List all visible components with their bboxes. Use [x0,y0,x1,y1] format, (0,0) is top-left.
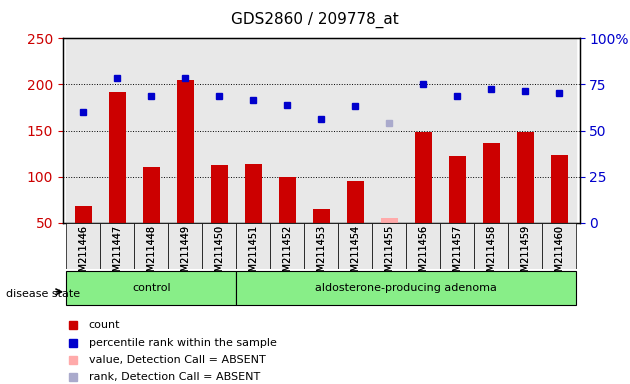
FancyBboxPatch shape [270,223,304,269]
Bar [236,38,270,223]
Text: GSM211451: GSM211451 [248,225,258,284]
Text: GSM211457: GSM211457 [452,225,462,284]
Bar [134,38,168,223]
Text: GSM211459: GSM211459 [520,225,530,284]
Text: value, Detection Call = ABSENT: value, Detection Call = ABSENT [89,355,266,365]
Bar [75,206,92,223]
FancyBboxPatch shape [474,223,508,269]
Bar [440,38,474,223]
FancyBboxPatch shape [100,223,134,269]
Bar [202,38,236,223]
FancyBboxPatch shape [372,223,406,269]
Bar [168,38,202,223]
Bar [508,38,542,223]
FancyBboxPatch shape [508,223,542,269]
Text: GDS2860 / 209778_at: GDS2860 / 209778_at [231,12,399,28]
Bar [338,38,372,223]
Text: GSM211452: GSM211452 [282,225,292,284]
FancyBboxPatch shape [168,223,202,269]
FancyBboxPatch shape [440,223,474,269]
Text: GSM211446: GSM211446 [78,225,88,284]
Text: GSM211454: GSM211454 [350,225,360,284]
Text: control: control [132,283,171,293]
Text: aldosterone-producing adenoma: aldosterone-producing adenoma [316,283,497,293]
FancyBboxPatch shape [236,271,576,305]
Bar [143,167,160,223]
Bar [449,156,466,223]
Text: GSM211448: GSM211448 [146,225,156,284]
Text: GSM211455: GSM211455 [384,225,394,284]
Bar [66,38,100,223]
Bar [279,177,296,223]
Text: GSM211451: GSM211451 [248,225,258,284]
Bar [177,80,194,223]
Text: GSM211452: GSM211452 [282,225,292,284]
FancyBboxPatch shape [236,223,270,269]
FancyBboxPatch shape [542,223,576,269]
Bar [211,165,228,223]
FancyBboxPatch shape [66,223,100,269]
Text: GSM211459: GSM211459 [520,225,530,284]
Bar [406,38,440,223]
Text: GSM211449: GSM211449 [180,225,190,284]
Text: rank, Detection Call = ABSENT: rank, Detection Call = ABSENT [89,372,260,382]
Text: GSM211457: GSM211457 [452,225,462,284]
Text: GSM211460: GSM211460 [554,225,564,284]
Bar [313,209,329,223]
Bar [381,218,398,223]
FancyBboxPatch shape [304,223,338,269]
Bar [415,132,432,223]
Text: GSM211460: GSM211460 [554,225,564,284]
Bar [551,154,568,223]
Text: GSM211446: GSM211446 [78,225,88,284]
Bar [542,38,576,223]
FancyBboxPatch shape [202,223,236,269]
FancyBboxPatch shape [134,223,168,269]
Text: percentile rank within the sample: percentile rank within the sample [89,338,277,348]
FancyBboxPatch shape [338,223,372,269]
Text: count: count [89,320,120,330]
Text: GSM211450: GSM211450 [214,225,224,284]
Text: GSM211449: GSM211449 [180,225,190,284]
Text: GSM211456: GSM211456 [418,225,428,284]
Text: GSM211455: GSM211455 [384,225,394,284]
Text: GSM211447: GSM211447 [112,225,122,284]
Bar [372,38,406,223]
FancyBboxPatch shape [406,223,440,269]
Bar [517,132,534,223]
Bar [474,38,508,223]
Text: GSM211454: GSM211454 [350,225,360,284]
Text: GSM211453: GSM211453 [316,225,326,284]
Text: disease state: disease state [6,289,81,299]
Bar [100,38,134,223]
Text: GSM211456: GSM211456 [418,225,428,284]
Text: GSM211447: GSM211447 [112,225,122,284]
Text: GSM211458: GSM211458 [486,225,496,284]
Bar [483,144,500,223]
Bar [270,38,304,223]
Text: GSM211458: GSM211458 [486,225,496,284]
Text: GSM211450: GSM211450 [214,225,224,284]
Bar [109,92,126,223]
FancyBboxPatch shape [66,271,236,305]
Text: GSM211453: GSM211453 [316,225,326,284]
Bar [304,38,338,223]
Bar [346,181,364,223]
Bar [245,164,262,223]
Text: GSM211448: GSM211448 [146,225,156,284]
